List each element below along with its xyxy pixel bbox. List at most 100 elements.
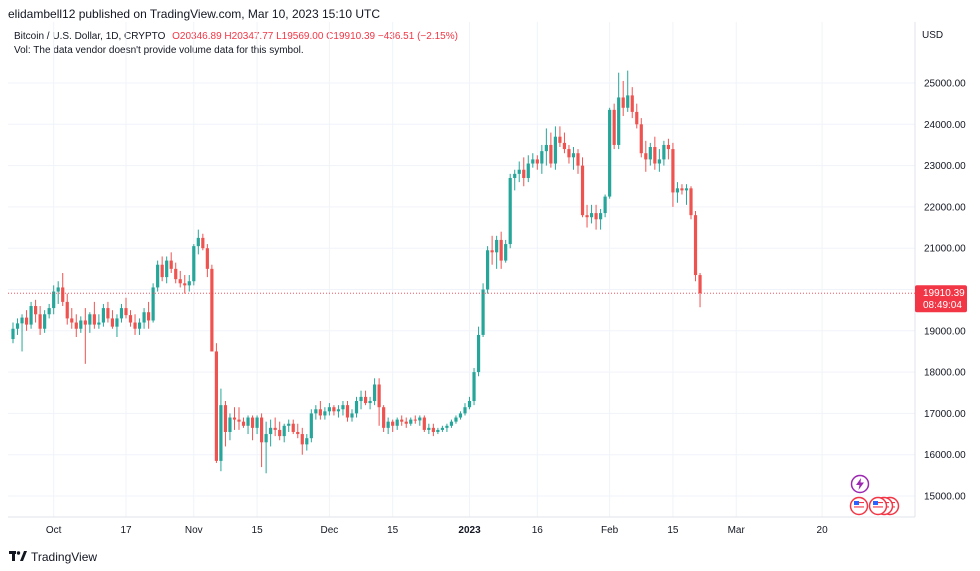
candle-body — [106, 308, 110, 319]
candle-body — [151, 287, 155, 321]
candle-body — [246, 417, 250, 426]
candle-body — [504, 244, 508, 261]
candle-body — [341, 405, 345, 410]
x-tick-label: Mar — [728, 525, 746, 536]
y-tick-label: 16000.00 — [924, 450, 966, 461]
candle-body — [386, 421, 390, 428]
flag-stripe — [854, 506, 864, 508]
candle-body — [354, 401, 359, 414]
y-tick-label: 24000.00 — [924, 120, 966, 131]
x-tick-label: Dec — [321, 525, 339, 536]
candle-body — [174, 268, 178, 280]
candle-body — [562, 142, 567, 150]
candle-body — [630, 95, 634, 112]
x-tick-label: 2023 — [458, 525, 481, 536]
volume-legend: Vol: The data vendor doesn't provide vol… — [14, 45, 304, 56]
candle-body — [255, 417, 259, 428]
candle-body — [440, 427, 444, 430]
candle-body — [458, 413, 463, 418]
candle-body — [183, 283, 187, 286]
candle-body — [300, 434, 304, 445]
candle-body — [684, 188, 689, 191]
candle-body — [241, 421, 246, 426]
lightning-event-icon[interactable] — [850, 474, 870, 494]
candle-series — [11, 70, 702, 474]
event-icons[interactable] — [849, 474, 900, 516]
candle-body — [549, 144, 553, 164]
candle-body — [345, 405, 350, 418]
candle-body — [589, 213, 594, 218]
candle-body — [571, 153, 576, 158]
candle-body — [296, 431, 300, 435]
candle-body — [305, 438, 309, 445]
candle-body — [38, 314, 42, 329]
candle-body — [431, 427, 435, 432]
candle-body — [612, 109, 616, 145]
candle-body — [29, 306, 33, 325]
candle-body — [594, 213, 598, 220]
x-tick-label: 17 — [120, 525, 132, 536]
candle-body — [436, 429, 440, 432]
candle-body — [653, 147, 657, 164]
footer: TradingView — [9, 549, 97, 564]
lightning-bolt — [856, 478, 864, 490]
candle-body — [260, 417, 264, 443]
candle-body — [617, 97, 621, 145]
grid-lines — [8, 22, 915, 517]
candle-body — [219, 405, 223, 461]
axes: 15000.00 16000.00 17000.00 18000.00 19000.00… — [8, 22, 966, 536]
flag-ring — [868, 496, 888, 516]
candle-body — [47, 308, 51, 315]
candle-body — [119, 308, 124, 319]
candle-body — [422, 417, 426, 430]
publisher-attribution: elidambell12 published on TradingView.co… — [8, 7, 380, 21]
candle-body — [201, 237, 205, 249]
candle-body — [626, 95, 630, 108]
candle-body — [156, 264, 160, 288]
candle-body — [169, 260, 173, 269]
candle-body — [124, 308, 128, 316]
candle-body — [585, 215, 589, 218]
candle-body — [278, 429, 282, 437]
candle-body — [454, 417, 458, 422]
candle-body — [513, 173, 517, 178]
x-tick-label: Oct — [46, 525, 62, 536]
candle-body — [517, 169, 521, 174]
x-tick-label: Feb — [601, 525, 619, 536]
candle-body — [635, 111, 639, 125]
candle-body — [576, 153, 580, 166]
flag-stripe — [873, 508, 883, 510]
candle-body — [282, 425, 286, 437]
candle-body — [671, 149, 675, 193]
candle-body — [486, 250, 490, 290]
candle-body — [553, 136, 557, 164]
candle-body — [680, 188, 684, 191]
candle-body — [147, 312, 151, 321]
candle-body — [368, 401, 372, 404]
candle-body — [544, 144, 548, 152]
candle-body — [409, 419, 413, 424]
candle-body — [377, 384, 381, 408]
candle-body — [495, 239, 499, 253]
us-flag-event-icon[interactable] — [849, 496, 869, 516]
symbol-name: Bitcoin / U.S. Dollar, 1D, CRYPTO — [14, 31, 166, 42]
candle-body — [481, 289, 485, 335]
last-price-value: 19910.39 — [923, 288, 965, 299]
candle-body — [508, 177, 512, 245]
candle-body — [228, 417, 232, 432]
us-flag-event-icon[interactable] — [868, 496, 888, 516]
candle-body — [269, 427, 273, 435]
tradingview-logo-icon — [9, 549, 27, 564]
candle-body — [662, 144, 666, 160]
candle-body — [133, 322, 137, 329]
candle-body — [115, 318, 119, 327]
ohlc-values: O20346.89 H20347.77 L19569.00 C19910.39 … — [172, 31, 458, 42]
currency-label: USD — [922, 30, 944, 41]
candle-body — [192, 246, 196, 282]
candle-body — [205, 248, 209, 269]
candle-body — [137, 322, 142, 329]
candle-body — [61, 287, 65, 302]
candle-body — [363, 396, 368, 404]
